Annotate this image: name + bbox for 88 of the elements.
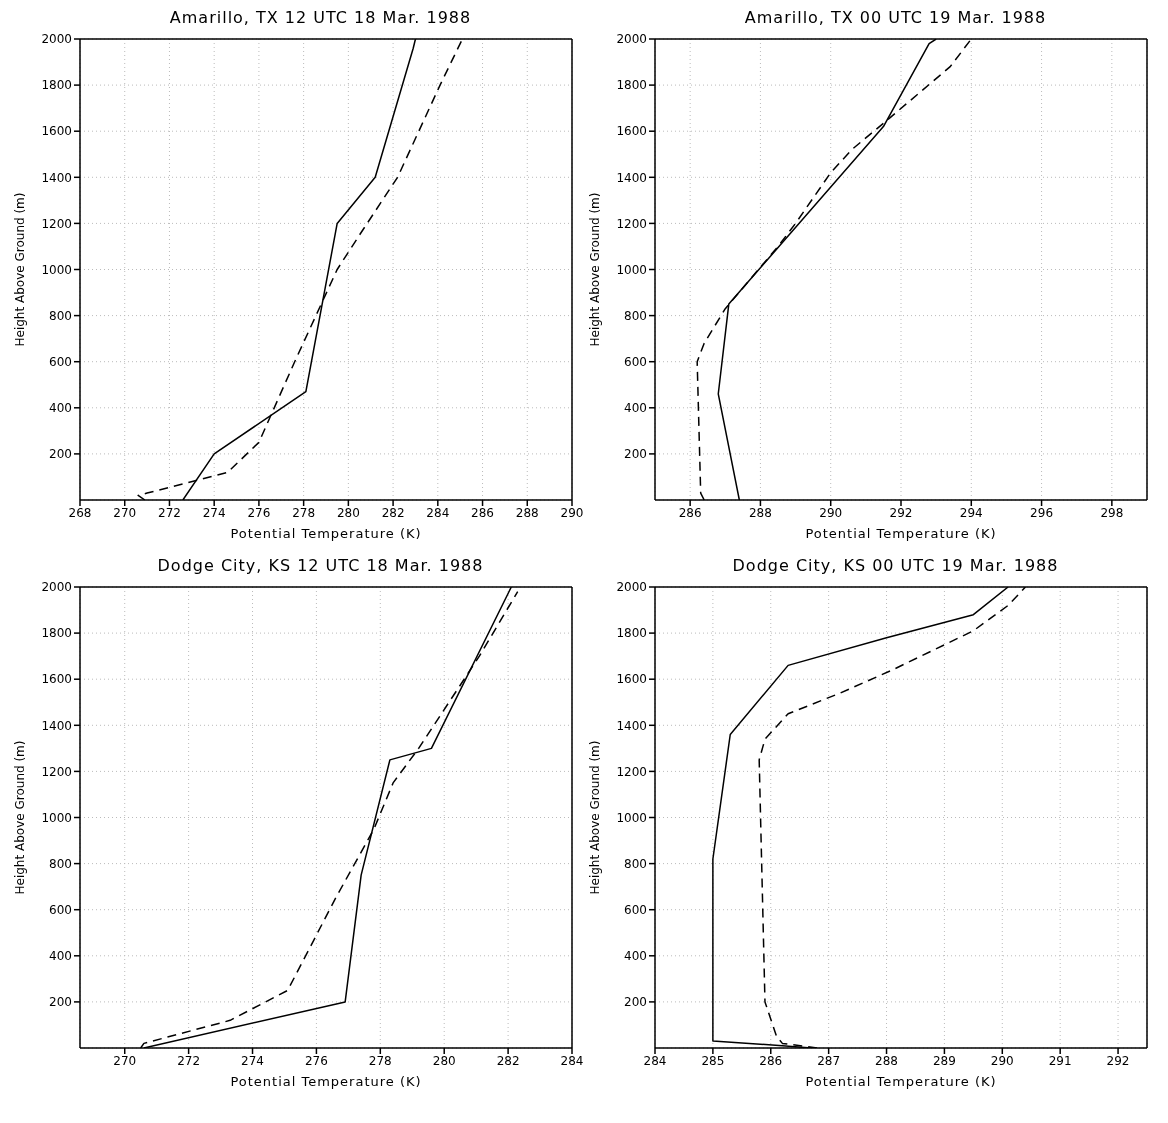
- x-tick-label: 286: [759, 1053, 783, 1068]
- chart-title: Dodge City, KS 00 UTC 19 Mar. 1988: [731, 556, 1060, 577]
- y-tick-label: 2000: [41, 580, 72, 595]
- x-tick-label: 286: [678, 505, 702, 520]
- x-tick-label: 284: [426, 505, 450, 520]
- x-tick-label: 276: [247, 505, 271, 520]
- x-tick-label: 268: [68, 505, 92, 520]
- y-tick-label: 400: [49, 401, 72, 416]
- y-tick-label: 200: [624, 995, 647, 1010]
- x-tick-label: 284: [560, 1053, 584, 1068]
- x-tick-label: 278: [368, 1053, 392, 1068]
- y-tick-label: 1600: [616, 672, 647, 687]
- y-axis-title: Height Above Ground (m): [588, 740, 603, 895]
- x-tick-label: 270: [113, 505, 137, 520]
- y-tick-label: 2000: [41, 32, 72, 47]
- y-axis-title: Height Above Ground (m): [588, 192, 603, 347]
- x-tick-label: 291: [1048, 1053, 1072, 1068]
- chart-title: Amarillo, TX 12 UTC 18 Mar. 1988: [168, 8, 473, 29]
- y-tick-label: 1800: [41, 626, 72, 641]
- y-tick-label: 1000: [616, 262, 647, 277]
- y-tick-label: 200: [49, 995, 72, 1010]
- x-tick-label: 298: [1100, 505, 1124, 520]
- x-axis-title: Potential Temperature (K): [805, 526, 997, 541]
- y-tick-label: 600: [624, 902, 647, 917]
- x-tick-label: 290: [819, 505, 843, 520]
- x-tick-label: 272: [177, 1053, 201, 1068]
- y-tick-label: 800: [624, 856, 647, 871]
- y-tick-label: 2000: [616, 580, 647, 595]
- y-tick-label: 400: [624, 401, 647, 416]
- x-tick-label: 292: [889, 505, 913, 520]
- x-tick-label: 290: [990, 1053, 1014, 1068]
- x-tick-label: 287: [817, 1053, 841, 1068]
- x-tick-label: 288: [515, 505, 539, 520]
- x-tick-label: 280: [432, 1053, 456, 1068]
- y-tick-label: 200: [624, 447, 647, 462]
- x-tick-label: 280: [336, 505, 360, 520]
- x-tick-label: 290: [560, 505, 584, 520]
- y-tick-label: 1800: [616, 78, 647, 93]
- x-axis-title: Potential Temperature (K): [230, 1074, 422, 1089]
- y-tick-label: 1400: [41, 170, 72, 185]
- y-tick-label: 600: [49, 902, 72, 917]
- chart-title: Dodge City, KS 12 UTC 18 Mar. 1988: [156, 556, 485, 577]
- y-axis-title: Height Above Ground (m): [13, 740, 28, 895]
- x-axis-title: Potential Temperature (K): [230, 526, 422, 541]
- x-tick-label: 289: [932, 1053, 956, 1068]
- y-tick-label: 1600: [616, 124, 647, 139]
- y-tick-label: 2000: [616, 32, 647, 47]
- x-tick-label: 276: [304, 1053, 328, 1068]
- chart-title: Amarillo, TX 00 UTC 19 Mar. 1988: [743, 8, 1048, 29]
- x-tick-label: 278: [292, 505, 316, 520]
- x-tick-label: 294: [959, 505, 983, 520]
- x-axis-title: Potential Temperature (K): [805, 1074, 997, 1089]
- y-tick-label: 1400: [41, 718, 72, 733]
- y-tick-label: 1200: [616, 764, 647, 779]
- x-tick-label: 282: [496, 1053, 520, 1068]
- x-tick-label: 285: [701, 1053, 725, 1068]
- y-tick-label: 1800: [616, 626, 647, 641]
- y-tick-label: 400: [624, 949, 647, 964]
- y-tick-label: 1000: [616, 810, 647, 825]
- y-tick-label: 400: [49, 949, 72, 964]
- y-tick-label: 800: [49, 308, 72, 323]
- y-tick-label: 1600: [41, 672, 72, 687]
- x-tick-label: 296: [1030, 505, 1054, 520]
- y-tick-label: 600: [624, 354, 647, 369]
- y-tick-label: 1200: [616, 216, 647, 231]
- x-tick-label: 272: [158, 505, 181, 520]
- y-axis-title: Height Above Ground (m): [13, 192, 28, 347]
- x-tick-label: 282: [381, 505, 405, 520]
- x-tick-label: 286: [471, 505, 494, 520]
- y-tick-label: 1400: [616, 718, 647, 733]
- x-tick-label: 274: [241, 1053, 264, 1068]
- y-tick-label: 1600: [41, 124, 72, 139]
- y-tick-label: 200: [49, 447, 72, 462]
- y-tick-label: 1400: [616, 170, 647, 185]
- y-tick-label: 1000: [41, 262, 72, 277]
- y-tick-label: 1800: [41, 78, 72, 93]
- x-tick-label: 292: [1106, 1053, 1130, 1068]
- y-tick-label: 1200: [41, 764, 72, 779]
- y-tick-label: 1000: [41, 810, 72, 825]
- x-tick-label: 274: [202, 505, 226, 520]
- y-tick-label: 800: [49, 856, 72, 871]
- y-tick-label: 600: [49, 354, 72, 369]
- y-tick-label: 1200: [41, 216, 72, 231]
- y-tick-label: 800: [624, 308, 647, 323]
- x-tick-label: 288: [875, 1053, 898, 1068]
- x-tick-label: 288: [748, 505, 772, 520]
- x-tick-label: 270: [113, 1053, 137, 1068]
- x-tick-label: 284: [643, 1053, 667, 1068]
